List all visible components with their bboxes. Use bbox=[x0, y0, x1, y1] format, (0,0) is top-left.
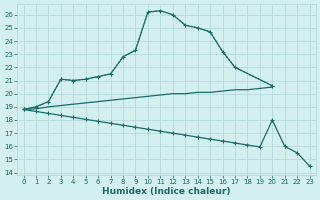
X-axis label: Humidex (Indice chaleur): Humidex (Indice chaleur) bbox=[102, 187, 231, 196]
